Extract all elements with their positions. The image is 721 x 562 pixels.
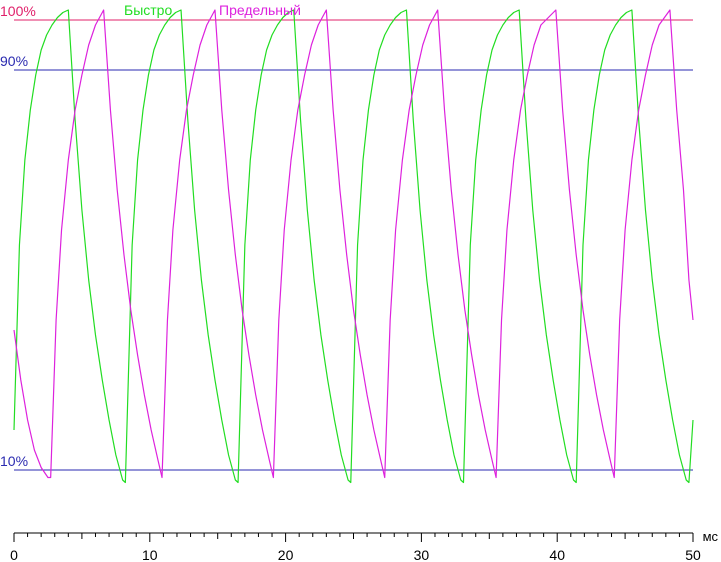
reference-lines: 100% 90% 10% xyxy=(0,3,693,471)
legend-entry-extreme: Предельный xyxy=(219,2,301,18)
x-tick-label-20: 20 xyxy=(278,547,294,562)
x-tick-label-30: 30 xyxy=(414,547,430,562)
series-line-fast xyxy=(13,9,694,484)
series-layer xyxy=(13,9,694,484)
x-tick-label-40: 40 xyxy=(549,547,565,562)
series-line-extreme xyxy=(13,9,694,479)
legend-entry-fast: Быстро xyxy=(124,2,172,18)
x-unit-label: мс xyxy=(703,529,719,544)
x-tick-label-50: 50 xyxy=(685,547,701,562)
x-tick-label-10: 10 xyxy=(142,547,158,562)
reference-label-100: 100% xyxy=(0,3,36,19)
x-tick-label-0: 0 xyxy=(10,547,18,562)
reference-label-10: 10% xyxy=(0,453,28,469)
legend: Быстро Предельный xyxy=(124,2,301,18)
reference-label-90: 90% xyxy=(0,53,28,69)
